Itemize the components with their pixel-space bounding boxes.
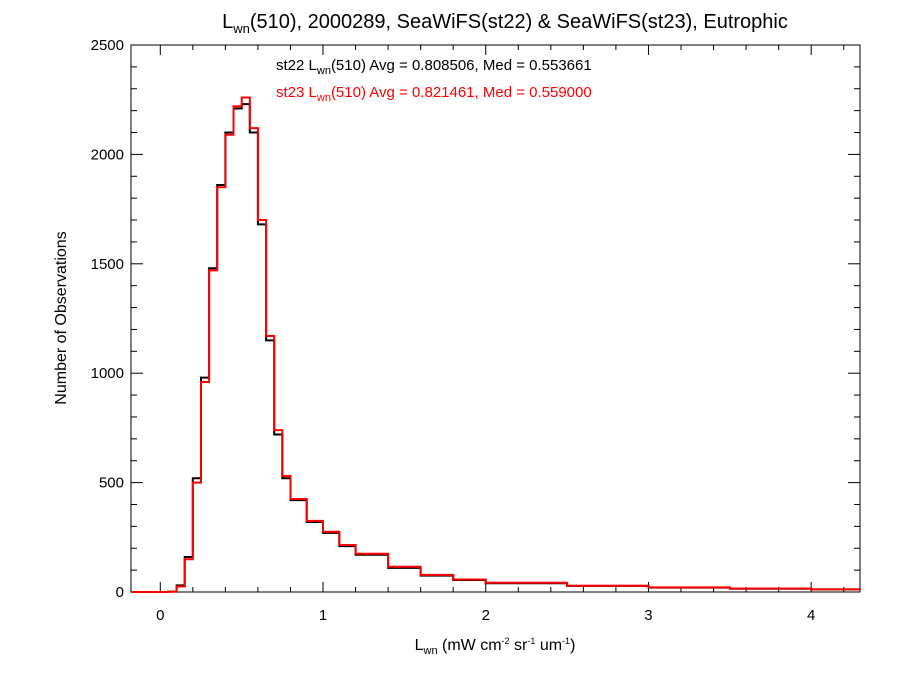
x-tick-label: 3: [644, 607, 652, 624]
series-st22-line: [131, 103, 861, 593]
x-tick-label: 2: [482, 607, 490, 624]
x-tick-label: 0: [156, 607, 164, 624]
annotation-st23: st23 Lwn(510) Avg = 0.821461, Med = 0.55…: [276, 84, 592, 104]
plot-frame: [130, 44, 861, 593]
chart-title: Lwn(510), 2000289, SeaWiFS(st22) & SeaWi…: [222, 11, 788, 36]
y-tick-label: 1500: [91, 256, 124, 273]
series-st23-line: [131, 96, 861, 593]
y-axis-label: Number of Observations: [53, 231, 70, 404]
y-tick-label: 2000: [91, 146, 124, 163]
x-tick-label: 1: [319, 607, 327, 624]
y-tick-label: 2500: [91, 37, 124, 54]
x-axis-label: Lwn (mW cm-2 sr-1 um-1): [415, 636, 576, 657]
y-tick-label: 1000: [91, 365, 124, 382]
series-group: [131, 96, 861, 593]
annotation-st22: st22 Lwn(510) Avg = 0.808506, Med = 0.55…: [276, 57, 592, 77]
x-tick-label: 4: [807, 607, 815, 624]
y-tick-label: 0: [116, 584, 124, 601]
y-tick-label: 500: [99, 475, 124, 492]
axis-ticks: 0 1 2 3 4 0 500 1000 1500 2000 2500: [91, 37, 860, 624]
